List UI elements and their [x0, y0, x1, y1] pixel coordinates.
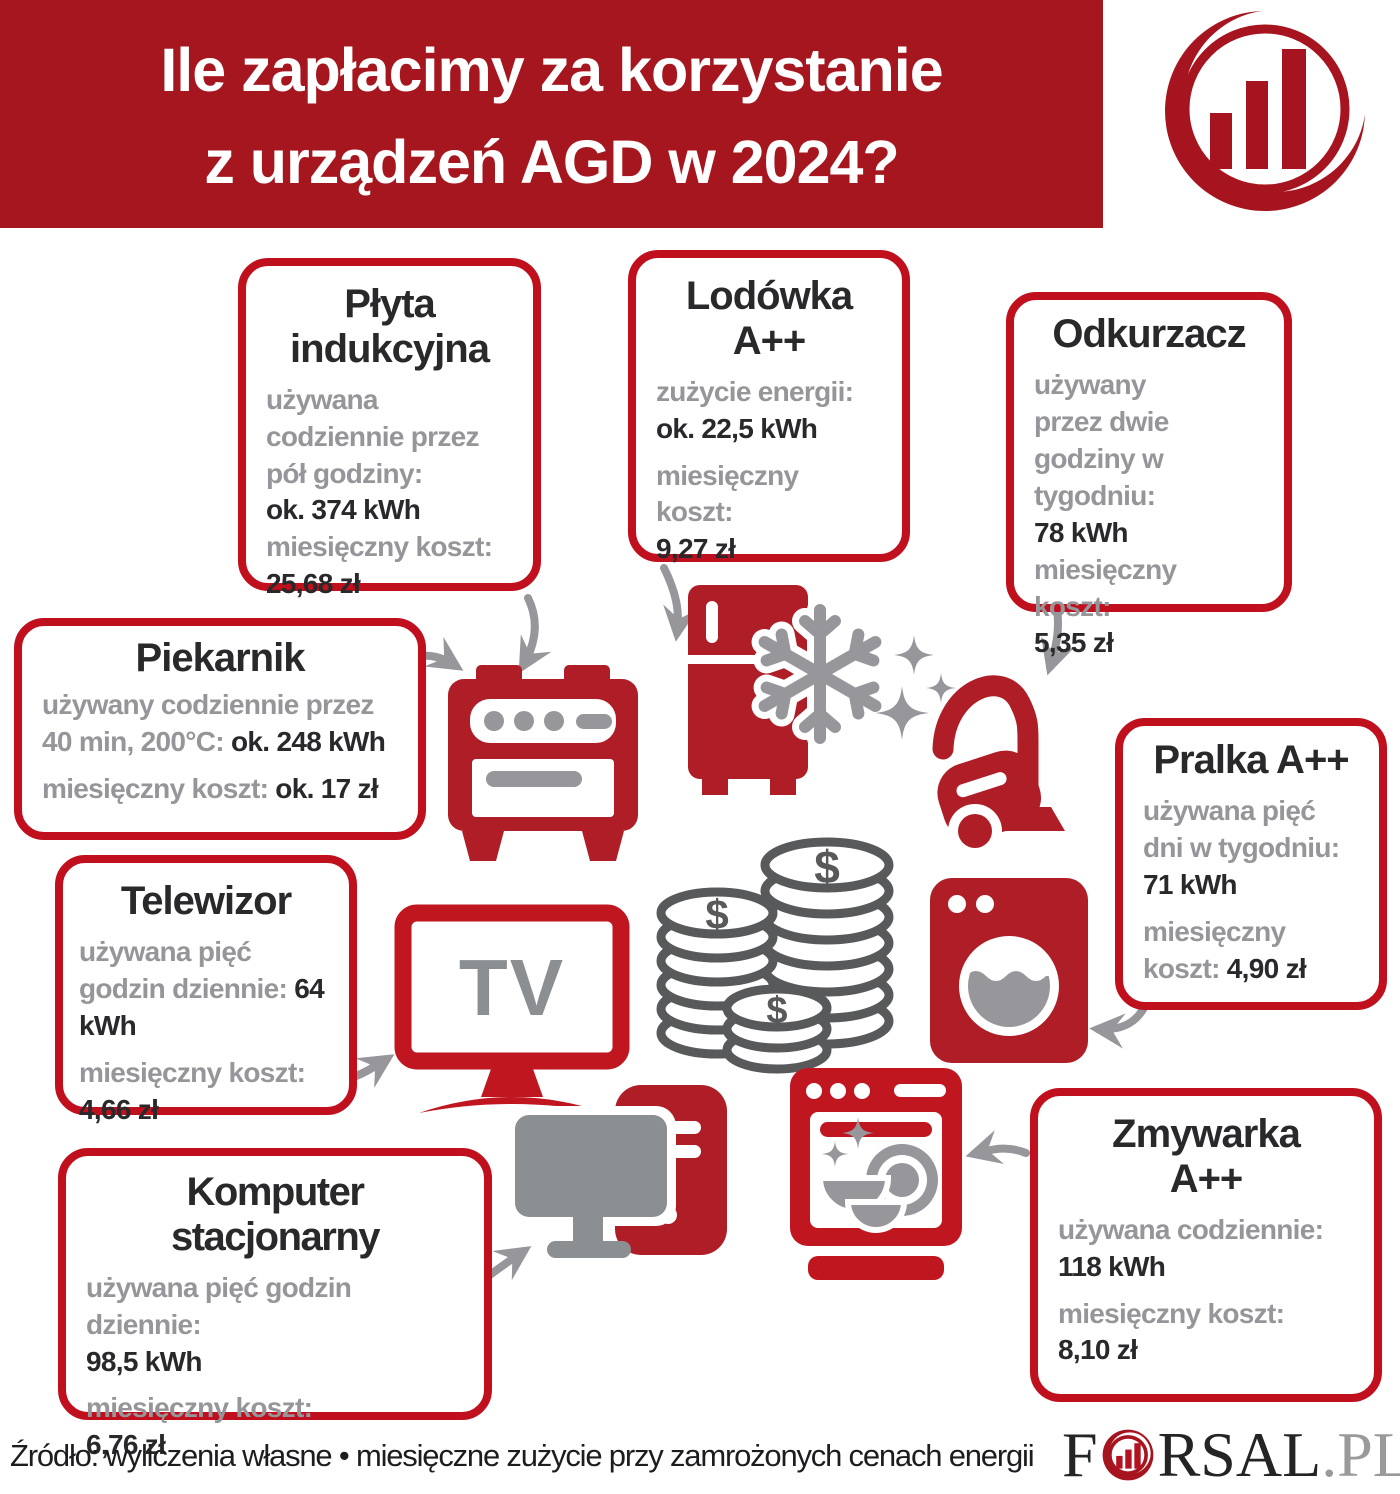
- usage-line: używany codziennie przez 40 min, 200°C: …: [42, 687, 398, 761]
- washing-machine-icon: [930, 878, 1088, 1063]
- source-note: Źródło: wyliczenia własne • miesięczne z…: [10, 1438, 1035, 1473]
- info-box-zmywarka: Zmywarka A++ używana codziennie: 118 kWh…: [1030, 1088, 1382, 1402]
- cost-label: miesięczny koszt:: [42, 772, 269, 804]
- usage-label: używana pięć dni w tygodniu:: [1143, 794, 1340, 863]
- coin-stack-left: $: [656, 887, 778, 1059]
- usage-label: używana pięć godzin dziennie:: [86, 1271, 352, 1340]
- info-box-odkurzacz: Odkurzacz używany przez dwie godziny w t…: [1006, 292, 1292, 658]
- energy-value: 64 kWh: [79, 972, 325, 1041]
- energy-value: ok. 248 kWh: [231, 725, 386, 757]
- cost-label: miesięczny koszt:: [1034, 553, 1177, 622]
- info-box-piekarnik: Piekarnik używany codziennie przez 40 mi…: [14, 618, 426, 840]
- box-title: Piekarnik: [135, 636, 306, 680]
- forsal-logo-pl: PL: [1337, 1419, 1400, 1490]
- cost-value: 4,90 zł: [1226, 952, 1307, 984]
- box-title: Płyta indukcyjna: [290, 282, 490, 371]
- energy-value: ok. 22,5 kWh: [656, 412, 818, 444]
- svg-text:$: $: [766, 990, 787, 1032]
- box-title: Komputer stacjonarny: [170, 1170, 381, 1259]
- box-title: Pralka A++: [1153, 738, 1349, 782]
- header-banner: Ile zapłacimy za korzystanie z urządzeń …: [0, 0, 1103, 228]
- info-box-komputer-stacjonarny: Komputer stacjonarny używana pięć godzin…: [58, 1148, 492, 1460]
- desktop-computer-icon: [506, 1085, 727, 1258]
- cost-value: 9,27 zł: [656, 533, 736, 565]
- tv-icon: TV: [394, 904, 630, 1113]
- box-title: Zmywarka A++: [1112, 1112, 1301, 1201]
- cost-label: miesięczny koszt:: [79, 1056, 306, 1088]
- cost-label: miesięczny koszt:: [656, 459, 799, 528]
- vacuum-icon: [932, 675, 1065, 858]
- info-box-plyta-indukcyjna: Płyta indukcyjna używana codziennie prze…: [238, 258, 541, 599]
- svg-text:$: $: [814, 841, 840, 893]
- box-title: Telewizor: [120, 879, 292, 923]
- cost-value: ok. 17 zł: [275, 772, 378, 804]
- energy-value: 118 kWh: [1058, 1250, 1166, 1282]
- energy-value: 71 kWh: [1143, 868, 1238, 900]
- info-box-telewizor: Telewizor używana pięć godzin dziennie: …: [55, 855, 357, 1125]
- usage-label: używany codziennie przez 40 min, 200°C:: [42, 688, 374, 757]
- info-box-pralka: Pralka A++ używana pięć dni w tygodniu: …: [1115, 718, 1387, 1010]
- cost-label: miesięczny koszt:: [1143, 915, 1286, 984]
- forsal-logo-o-icon: [1102, 1429, 1153, 1481]
- info-box-lodowka: Lodówka A++ zużycie energii: ok. 22,5 kW…: [628, 250, 910, 564]
- cost-value: 25,68 zł: [266, 568, 361, 600]
- arrow-zmywarka-to-dishwasher: [965, 1130, 1030, 1165]
- energy-value: 78 kWh: [1034, 516, 1129, 548]
- arrow-lodowka-to-fridge: [660, 564, 698, 642]
- forsal-logo: F RSAL. PL: [1062, 1419, 1400, 1490]
- box-title: Lodówka A++: [685, 274, 853, 363]
- cost-value: 6,76 zł: [86, 1429, 166, 1461]
- page-title-line1: Ile zapłacimy za korzystanie: [160, 36, 943, 104]
- cost-label: miesięczny koszt:: [266, 531, 493, 563]
- cost-value: 5,35 zł: [1034, 627, 1114, 659]
- forsal-logo-rsal: RSAL: [1157, 1419, 1322, 1490]
- arrow-odkurzacz-to-vacuum: [1041, 604, 1075, 676]
- oven-icon: [448, 665, 638, 861]
- usage-label: używana pięć godzin dziennie:: [79, 935, 288, 1004]
- usage-label: używana codziennie:: [1058, 1213, 1324, 1245]
- cost-label: miesięczny koszt:: [1058, 1297, 1285, 1329]
- cost-label: miesięczny koszt:: [86, 1392, 313, 1424]
- coins-icon: $ $ $: [656, 837, 894, 1074]
- arrow-plyta-to-oven: [518, 594, 552, 674]
- brand-logo-icon: [1165, 10, 1366, 211]
- cost-value: 8,10 zł: [1058, 1334, 1138, 1366]
- dishwasher-icon: [790, 1068, 962, 1280]
- energy-value: 98,5 kWh: [86, 1345, 202, 1377]
- page-title-line2: z urządzeń AGD w 2024?: [204, 128, 899, 196]
- svg-text:TV: TV: [459, 943, 565, 1032]
- forsal-logo-dot: .: [1321, 1419, 1338, 1490]
- coin-stack-front: $: [722, 984, 832, 1074]
- box-title: Odkurzacz: [1052, 312, 1246, 356]
- usage-label: używana codziennie przez pół godziny:: [266, 383, 480, 489]
- cost-value: 4,66 zł: [79, 1093, 159, 1125]
- usage-label: używany przez dwie godziny w tygodniu:: [1034, 368, 1169, 511]
- cost-line: miesięczny koszt: ok. 17 zł: [42, 771, 398, 808]
- usage-line: używana pięć godzin dziennie: 64 kWh: [79, 934, 333, 1045]
- energy-value: ok. 374 kWh: [266, 494, 421, 526]
- cost-line: miesięczny koszt: 4,90 zł: [1143, 914, 1359, 988]
- forsal-logo-f: F: [1062, 1419, 1098, 1490]
- svg-text:$: $: [705, 891, 728, 938]
- usage-label: zużycie energii:: [656, 375, 854, 407]
